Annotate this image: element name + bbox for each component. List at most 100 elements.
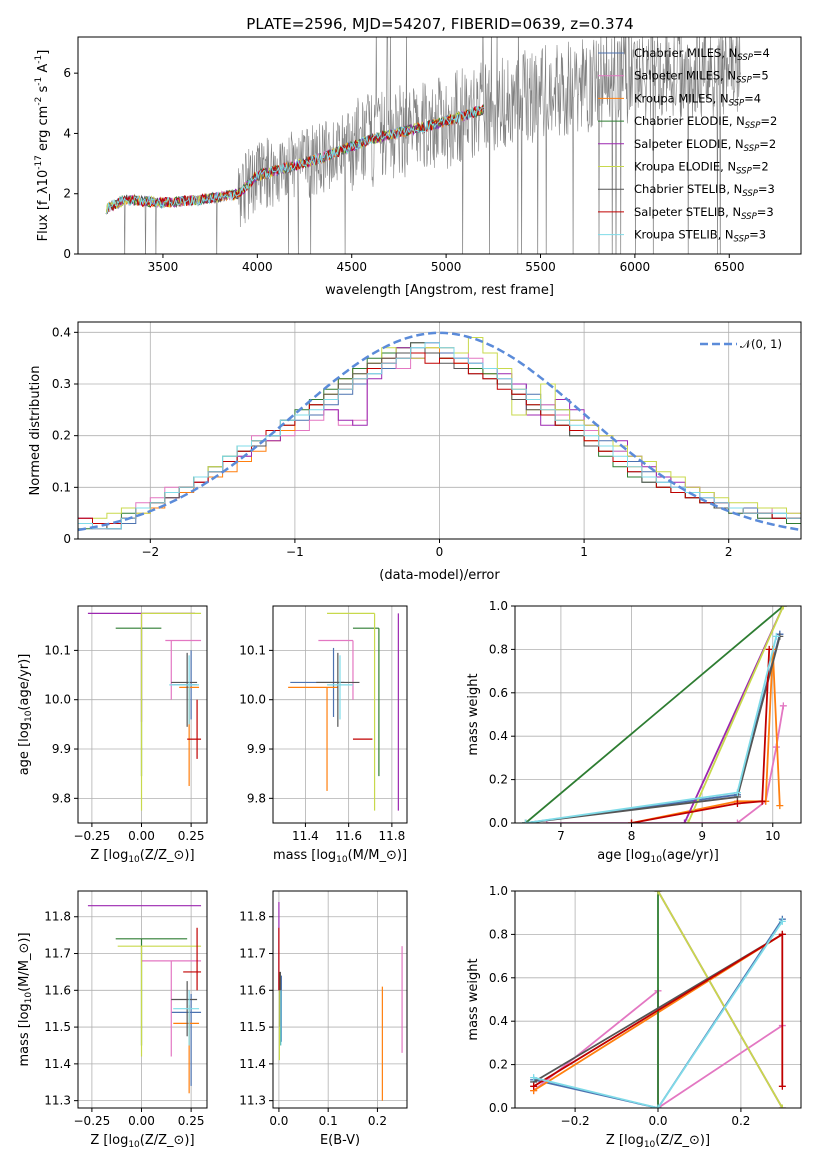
plus-marker: [654, 891, 662, 895]
age_vs_mass-axes-frame: [272, 605, 408, 824]
x-axis-label: wavelength [Angstrom, rest frame]: [325, 283, 554, 298]
mass-weight-line: [533, 920, 784, 1108]
y-tick-label: 11.6: [239, 983, 266, 997]
age_vs_Z-axes: −0.25 0.00 0.25 9.8 9.9 10.0 10.1: [44, 606, 207, 843]
y-tick-label: 1.0: [489, 884, 508, 898]
y-tick-label: 0.6: [489, 971, 508, 985]
y-tick-label: 6: [63, 66, 71, 80]
x-tick-label: −0.25: [74, 1114, 111, 1128]
x-axis-label: Z [log10(Z/Z_⊙)]: [90, 848, 194, 865]
label-fragment: mass weight: [466, 958, 481, 1040]
legend-value: =2: [752, 160, 769, 174]
legend-sub: SSP: [742, 189, 758, 199]
y-tick-label: 0.1: [52, 480, 71, 494]
legend-sub: SSP: [737, 53, 753, 63]
y-tick-label: 0.4: [489, 729, 508, 743]
y-tick-label: 0.2: [489, 1058, 508, 1072]
legend-sub: SSP: [736, 167, 752, 177]
x-tick-label: 1: [580, 545, 588, 559]
y-tick-label: 10.1: [239, 643, 266, 657]
data-point: [187, 699, 202, 759]
label-fragment: 10: [24, 710, 34, 722]
plus-marker: [530, 1074, 538, 1082]
x-tick-label: 10: [765, 829, 780, 843]
y-tick-label: 0.8: [489, 642, 508, 656]
x-tick-label: 0.00: [128, 829, 155, 843]
data-point: [171, 652, 198, 727]
plus-marker: [733, 819, 741, 823]
legend-entry: Chabrier STELIB, NSSP=3: [634, 182, 775, 199]
plus-marker: [779, 606, 787, 610]
label-fragment: s: [36, 86, 51, 97]
label-fragment: 10: [128, 1140, 140, 1150]
legend-value: =3: [757, 205, 774, 219]
y-tick-label: 0.2: [52, 429, 71, 443]
data-point: [169, 655, 200, 725]
plus-marker: [778, 930, 786, 938]
label-fragment: (age/yr)]: [17, 654, 32, 711]
plus-marker: [733, 789, 741, 797]
data-point: [173, 1005, 200, 1094]
plus-marker: [522, 819, 530, 823]
label-fragment: A: [36, 64, 51, 77]
x-tick-label: 2: [725, 545, 733, 559]
x-tick-label: 0.25: [178, 1114, 205, 1128]
legend-sub: SSP: [729, 98, 745, 108]
x-tick-label: 6500: [714, 260, 745, 274]
label-fragment: 10: [336, 855, 348, 865]
legend-value: =3: [758, 182, 775, 196]
y-tick-label: 10.0: [44, 693, 71, 707]
x-tick-label: 4500: [336, 260, 367, 274]
y-tick-label: 9.9: [52, 742, 71, 756]
data-point: [117, 945, 202, 1057]
mass-weight-line: [525, 636, 781, 823]
label-fragment: 10: [128, 855, 140, 865]
x-tick-label: 5500: [525, 260, 556, 274]
x-tick-label: 0.25: [178, 829, 205, 843]
age_vs_Z-axes-frame: [77, 605, 208, 824]
x-axis-label: Z [log10(Z/Z_⊙)]: [606, 1133, 710, 1150]
legend-entry: Chabrier MILES, NSSP=4: [634, 46, 770, 63]
y-tick-label: 11.5: [44, 1020, 71, 1034]
y-tick-label: 0.8: [489, 927, 508, 941]
label-fragment: E(B-V): [320, 1133, 360, 1148]
label-fragment: (Z/Z_⊙)]: [140, 1133, 195, 1148]
x-tick-label: −0.25: [74, 829, 111, 843]
plus-marker: [778, 1082, 786, 1090]
label-fragment: Z [log: [90, 1133, 128, 1148]
y-tick-label: 11.4: [239, 1057, 266, 1071]
y-tick-label: 11.3: [44, 1094, 71, 1108]
y-axis-label: Flux [f_λ10-17 erg cm-2 s-1 A-1]: [34, 50, 51, 242]
legend-value: =4: [744, 91, 761, 105]
mass_weight_vs_age-axes-frame: [514, 605, 802, 824]
y-tick-label: 9.9: [247, 742, 266, 756]
data-point: [183, 927, 202, 991]
label-fragment: (age/yr)]: [662, 848, 719, 863]
y-tick-label: 10.0: [239, 693, 266, 707]
y-tick-label: 2: [63, 187, 71, 201]
normal-reference-curve: [78, 331, 801, 532]
y-tick-label: 0.2: [489, 773, 508, 787]
legend-value: =4: [753, 46, 770, 60]
plus-marker: [778, 917, 786, 925]
mass_vs_EBV-axes-frame: [272, 890, 408, 1109]
x-tick-label: 0.0: [269, 1114, 288, 1128]
y-tick-label: 11.8: [239, 910, 266, 924]
data-point: [327, 655, 353, 720]
y-tick-label: 0.0: [489, 816, 508, 830]
age_vs_mass-axes: 11.4 11.6 11.8 9.8 9.9 10.0 10.1: [239, 606, 407, 843]
legend-value: =5: [752, 69, 769, 83]
y-tick-label: 10.1: [44, 643, 71, 657]
label-fragment: -17: [34, 155, 44, 170]
x-axis-label: mass [log10(M/M_⊙)]: [273, 848, 407, 865]
data-point: [171, 993, 202, 1086]
plus-marker: [684, 819, 692, 823]
y-tick-label: 11.5: [239, 1020, 266, 1034]
data-point: [140, 612, 202, 811]
y-tick-label: 0.4: [489, 1014, 508, 1028]
label-fragment: wavelength [Angstrom, rest frame]: [325, 283, 554, 298]
spectrum-axes: 3500 4000 4500 5000 5500 6000 6500 0 2 4 6: [63, 66, 744, 274]
y-tick-label: 11.7: [44, 947, 71, 961]
